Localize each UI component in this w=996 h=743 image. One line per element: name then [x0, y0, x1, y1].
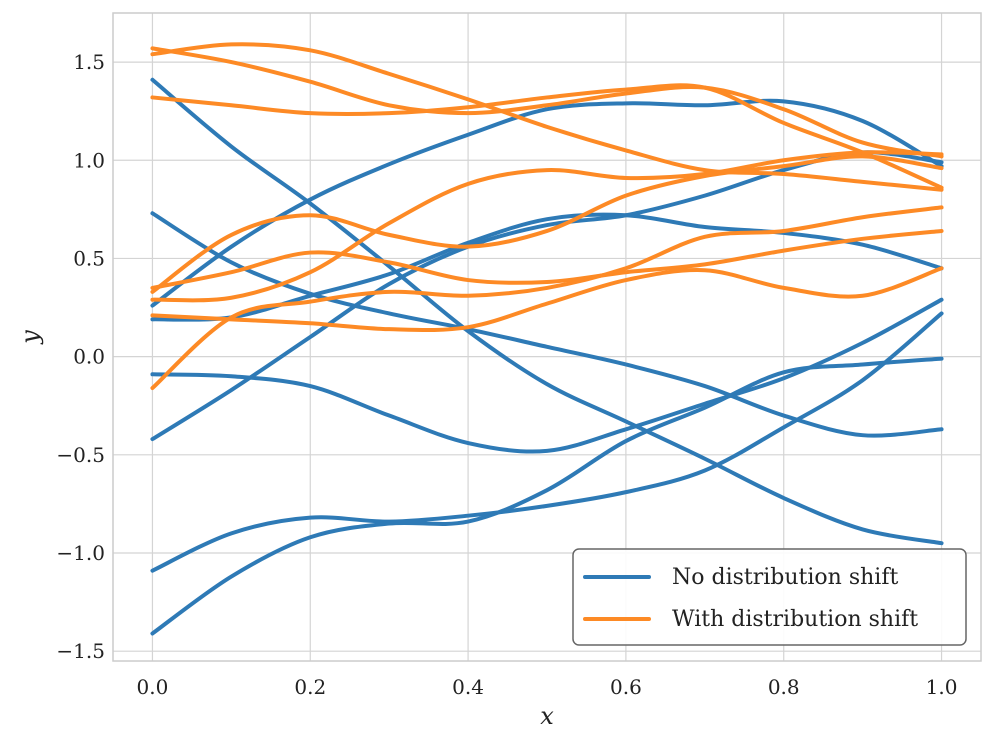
legend: No distribution shift With distribution s…: [572, 548, 967, 646]
with-shift-series-line: [150, 83, 944, 190]
x-tick-label: 0.2: [294, 675, 326, 699]
y-tick-label: −1.0: [56, 541, 105, 565]
no-shift-series-line: [150, 311, 944, 573]
y-tick-label: 1.0: [73, 148, 105, 172]
no-shift-series-line: [150, 356, 944, 636]
y-tick-label: 0.0: [73, 345, 105, 369]
legend-entry-label: With distribution shift: [672, 607, 918, 632]
x-tick-label: 1.0: [926, 675, 958, 699]
with-shift-series-line: [150, 154, 944, 294]
y-tick-label: −1.5: [56, 639, 105, 663]
no-shift-series-line: [150, 98, 944, 308]
x-tick-label: 0.0: [137, 675, 169, 699]
legend-frame: [572, 548, 967, 646]
x-axis-label: x: [540, 702, 554, 730]
legend-entry-label: No distribution shift: [672, 565, 898, 590]
with-shift-series-line: [150, 46, 944, 159]
y-tick-label: 1.5: [73, 50, 105, 74]
y-axis-label: y: [16, 330, 44, 345]
with-shift-series-line: [150, 266, 944, 332]
no-shift-series-line: [150, 77, 944, 546]
with-shift-series-line: [150, 42, 944, 192]
x-tick-label: 0.6: [610, 675, 642, 699]
with-shift-series-line: [150, 228, 944, 290]
x-tick-label: 0.8: [768, 675, 800, 699]
plot-frame: [112, 12, 982, 662]
x-tick-label: 0.4: [452, 675, 484, 699]
y-tick-label: −0.5: [56, 443, 105, 467]
y-tick-labels: −1.5 −1.0 −0.5 0.0 0.5 1.0 1.5: [56, 50, 105, 663]
series-lines: [150, 42, 944, 636]
with-shift-series-line: [150, 150, 944, 303]
y-tick-label: 0.5: [73, 246, 105, 270]
with-shift-series-line: [150, 205, 944, 391]
x-tick-labels: 0.0 0.2 0.4 0.6 0.8 1.0: [137, 675, 958, 699]
